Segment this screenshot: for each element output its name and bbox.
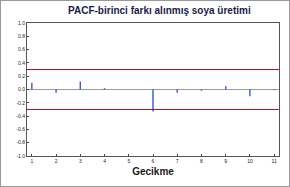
svg-text:1.0: 1.0	[18, 20, 25, 26]
svg-text:9: 9	[224, 158, 227, 164]
svg-text:-0.4: -0.4	[16, 113, 25, 119]
svg-text:PACF-birinci farkı alınmış soy: PACF-birinci farkı alınmış soya üretimi	[68, 5, 251, 16]
svg-text:3: 3	[79, 158, 82, 164]
svg-text:-0.8: -0.8	[16, 139, 25, 145]
svg-text:7: 7	[176, 158, 179, 164]
svg-text:6: 6	[152, 158, 155, 164]
svg-text:1: 1	[30, 158, 33, 164]
svg-text:0.6: 0.6	[18, 46, 25, 52]
svg-text:11: 11	[272, 158, 277, 164]
svg-text:0.4: 0.4	[18, 60, 25, 66]
svg-text:4: 4	[103, 158, 106, 164]
svg-text:0.0: 0.0	[18, 86, 25, 92]
svg-text:0.2: 0.2	[18, 73, 25, 79]
svg-text:Gecikme: Gecikme	[132, 166, 174, 177]
svg-text:5: 5	[127, 158, 130, 164]
svg-text:-0.6: -0.6	[16, 126, 25, 132]
svg-text:10: 10	[247, 158, 253, 164]
svg-text:-0.2: -0.2	[16, 100, 25, 106]
svg-text:-1.0: -1.0	[16, 153, 25, 159]
svg-text:2: 2	[55, 158, 58, 164]
svg-text:8: 8	[200, 158, 203, 164]
svg-text:0.8: 0.8	[18, 33, 25, 39]
